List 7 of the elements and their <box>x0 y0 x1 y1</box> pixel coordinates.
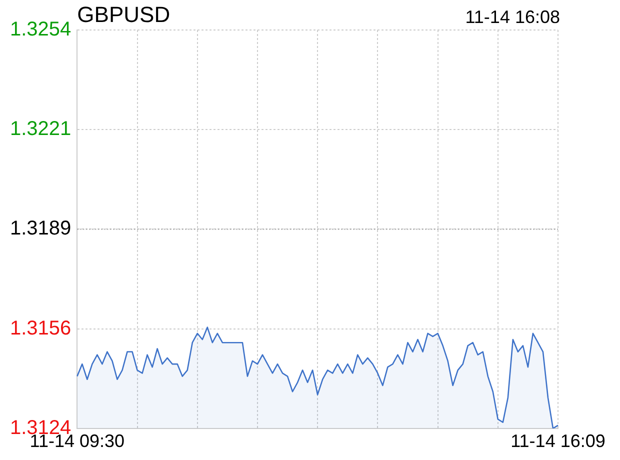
y-tick-label: 1.3156 <box>10 317 72 340</box>
x-tick-label: 11-14 16:09 <box>510 431 606 452</box>
y-tick-label: 1.3221 <box>10 118 72 140</box>
chart-title: GBPUSD <box>77 2 170 28</box>
y-tick-label: 1.3254 <box>10 18 72 41</box>
y-tick-label: 1.3189 <box>10 218 72 240</box>
text: 11-14 16:08 <box>465 6 560 27</box>
